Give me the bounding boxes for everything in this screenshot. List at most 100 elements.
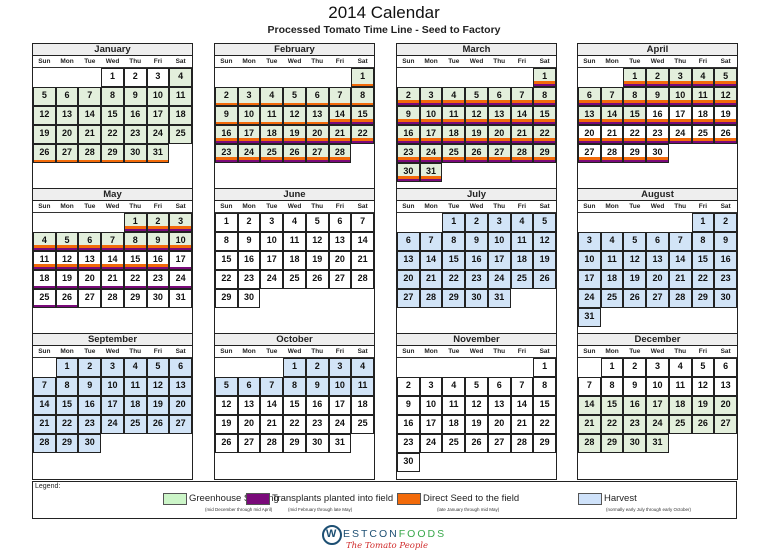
day-cell: 7 bbox=[33, 377, 56, 396]
transplant-marker bbox=[647, 140, 668, 143]
day-cell: 11 bbox=[260, 106, 284, 125]
weekday-label: Fri bbox=[517, 348, 527, 355]
transplant-marker bbox=[511, 102, 533, 105]
weekday-label: Sun bbox=[220, 348, 233, 355]
weekday-label: Sat bbox=[539, 203, 550, 210]
day-number: 1 bbox=[109, 71, 115, 81]
weekday-label: Mon bbox=[424, 58, 438, 65]
day-number: 19 bbox=[312, 254, 323, 264]
day-cell: 26 bbox=[33, 144, 56, 163]
day-cell: 15 bbox=[55, 396, 79, 415]
day-cell: 22 bbox=[215, 270, 238, 289]
day-number: 5 bbox=[473, 90, 479, 100]
day-cell: 7 bbox=[600, 87, 624, 106]
weekday-label: Wed bbox=[105, 348, 120, 355]
day-number: 7 bbox=[519, 90, 525, 100]
weekday-label: Tue bbox=[629, 348, 641, 355]
day-number: 7 bbox=[87, 90, 93, 100]
weekday-label: Fri bbox=[698, 348, 708, 355]
weekday-label: Fri bbox=[698, 58, 708, 65]
day-cell: 28 bbox=[510, 144, 534, 163]
direct-seed-marker bbox=[306, 121, 328, 124]
day-number: 1 bbox=[542, 361, 548, 371]
month-title: November bbox=[397, 334, 556, 346]
day-number: 3 bbox=[246, 90, 252, 100]
empty-cell bbox=[397, 358, 420, 377]
day-cell: 12 bbox=[533, 232, 556, 251]
transplant-marker bbox=[692, 102, 714, 105]
day-cell: 14 bbox=[419, 251, 443, 270]
transplant-marker bbox=[124, 266, 146, 269]
month-title: August bbox=[578, 189, 737, 201]
day-number: 30 bbox=[652, 147, 663, 157]
day-number: 16 bbox=[221, 128, 232, 138]
day-cell: 10 bbox=[419, 106, 443, 125]
direct-seed-marker bbox=[443, 138, 465, 141]
day-cell: 3 bbox=[328, 358, 352, 377]
weekday-header: Sun Mon Tue Wed Thu Fri Sat bbox=[33, 201, 192, 213]
day-cell: 11 bbox=[169, 87, 192, 106]
day-cell: 23 bbox=[123, 125, 147, 144]
day-number: 27 bbox=[652, 292, 663, 302]
day-number: 6 bbox=[723, 361, 729, 371]
day-cell: 30 bbox=[397, 163, 420, 182]
day-number: 6 bbox=[586, 90, 592, 100]
day-cell: 28 bbox=[33, 434, 56, 453]
day-cell: 9 bbox=[123, 87, 147, 106]
day-number: 26 bbox=[312, 273, 323, 283]
day-cell: 21 bbox=[78, 125, 102, 144]
day-number: 12 bbox=[471, 399, 482, 409]
empty-cell bbox=[215, 358, 238, 377]
day-number: 4 bbox=[41, 235, 47, 245]
day-cell: 11 bbox=[442, 396, 466, 415]
day-cell: 17 bbox=[646, 396, 669, 415]
direct-seed-marker bbox=[34, 264, 55, 267]
day-number: 2 bbox=[223, 90, 229, 100]
day-number: 18 bbox=[448, 128, 459, 138]
day-cell: 8 bbox=[691, 232, 715, 251]
weekday-label: Thu bbox=[493, 348, 506, 355]
day-cell: 25 bbox=[169, 125, 192, 144]
day-number: 22 bbox=[697, 273, 708, 283]
day-number: 9 bbox=[632, 380, 638, 390]
day-cell: 11 bbox=[442, 106, 466, 125]
day-cell: 16 bbox=[305, 396, 329, 415]
day-number: 31 bbox=[584, 311, 595, 321]
day-cell: 14 bbox=[351, 232, 374, 251]
day-number: 23 bbox=[130, 128, 141, 138]
day-number: 17 bbox=[244, 128, 255, 138]
day-number: 9 bbox=[405, 399, 411, 409]
transplant-marker bbox=[715, 140, 736, 143]
day-cell: 19 bbox=[533, 251, 556, 270]
day-cell: 8 bbox=[533, 87, 556, 106]
day-number: 25 bbox=[448, 147, 459, 157]
direct-seed-marker bbox=[692, 119, 714, 122]
direct-seed-marker bbox=[669, 138, 691, 141]
direct-seed-marker bbox=[624, 138, 646, 141]
day-cell: 31 bbox=[328, 434, 352, 453]
day-number: 30 bbox=[403, 456, 414, 466]
month-title: June bbox=[215, 189, 374, 201]
weekday-label: Thu bbox=[674, 203, 687, 210]
day-cell: 20 bbox=[237, 415, 261, 434]
empty-cell bbox=[578, 213, 601, 232]
day-cell: 23 bbox=[397, 434, 420, 453]
day-number: 18 bbox=[516, 254, 527, 264]
day-number: 19 bbox=[62, 273, 73, 283]
direct-seed-marker bbox=[624, 157, 646, 160]
day-number: 31 bbox=[334, 437, 345, 447]
month-october: October Sun Mon Tue Wed Thu Fri Sat 1 2 3 4 5 6 7 8 9 10 1… bbox=[214, 333, 375, 480]
weekday-header: Sun Mon Tue Wed Thu Fri Sat bbox=[215, 56, 374, 68]
day-cell: 26 bbox=[465, 434, 488, 453]
day-number: 12 bbox=[471, 109, 482, 119]
day-number: 2 bbox=[632, 361, 638, 371]
empty-cell bbox=[397, 213, 420, 232]
day-number: 2 bbox=[654, 71, 660, 81]
day-cell: 25 bbox=[600, 289, 624, 308]
transplant-marker bbox=[102, 247, 123, 250]
day-number: 11 bbox=[130, 380, 140, 390]
day-number: 6 bbox=[496, 90, 502, 100]
day-cell: 9 bbox=[146, 232, 170, 251]
day-number: 5 bbox=[41, 90, 47, 100]
day-number: 4 bbox=[609, 235, 615, 245]
